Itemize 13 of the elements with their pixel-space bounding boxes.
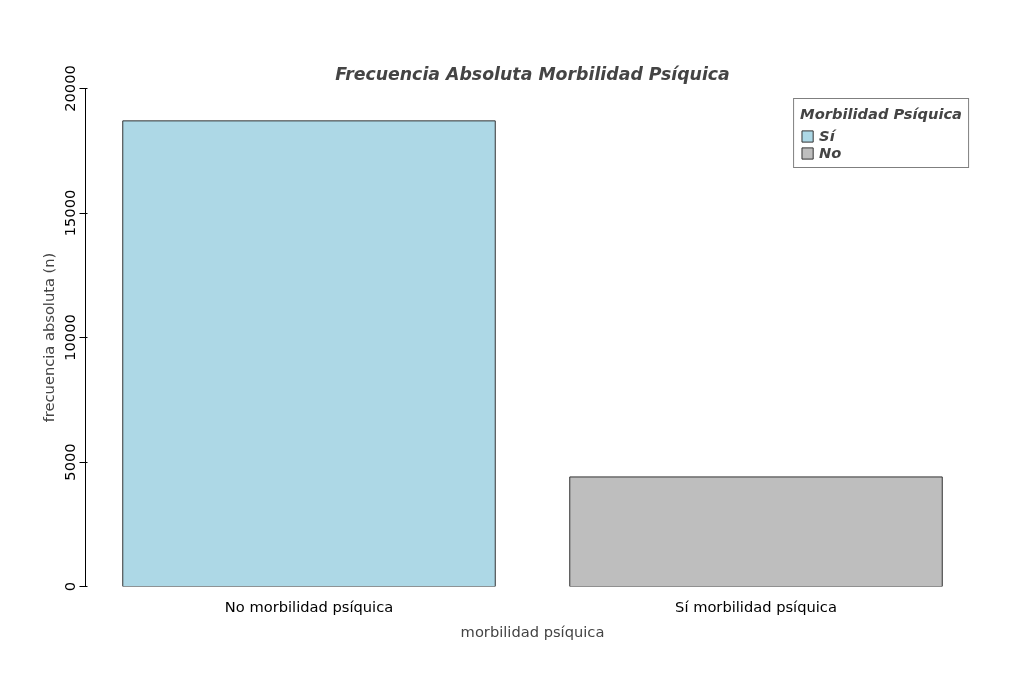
- x-axis-title: morbilidad psíquica: [460, 622, 605, 640]
- x-tick-label: No morbilidad psíquica: [224, 597, 394, 615]
- legend-title: Morbilidad Psíquica: [800, 105, 962, 122]
- y-tick-label: 5000: [60, 443, 78, 481]
- y-tick-label: 0: [60, 581, 78, 592]
- y-tick-label: 10000: [60, 314, 78, 361]
- x-tick-label: Sí morbilidad psíquica: [675, 597, 837, 615]
- y-tick-label: 15000: [60, 189, 78, 237]
- y-axis-title: frecuencia absoluta (n): [39, 252, 57, 423]
- legend-label: No: [819, 144, 842, 161]
- chart-title: Frecuencia Absoluta Morbilidad Psíquica: [335, 63, 730, 84]
- legend-label: Sí: [819, 127, 838, 144]
- y-tick-label: 20000: [60, 65, 78, 112]
